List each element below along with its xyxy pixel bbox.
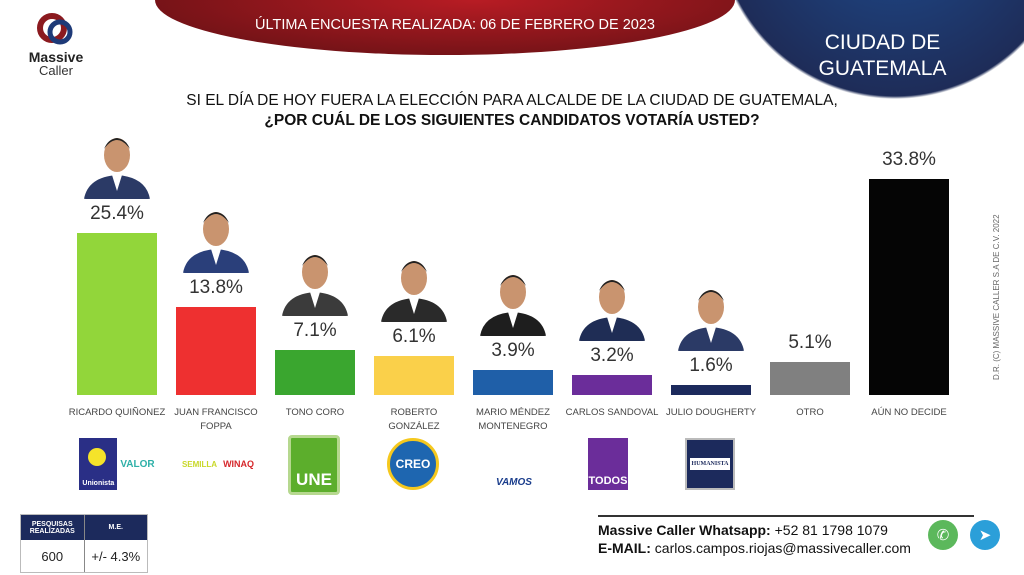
- bar: [176, 306, 256, 395]
- category-label: OTRO: [796, 407, 824, 418]
- bar: [275, 349, 355, 395]
- candidate-photo: [179, 202, 253, 273]
- data-label: 25.4%: [90, 202, 144, 224]
- candidate-photo: [476, 266, 550, 337]
- category-label: TONO CORO: [285, 407, 345, 418]
- category-label: JUAN FRANCISCO FOPPA: [174, 407, 258, 432]
- question-line-1: SI EL DÍA DE HOY FUERA LA ELECCIÓN PARA …: [186, 92, 838, 109]
- bar: [770, 362, 850, 395]
- category-label: AÚN NO DECIDE: [871, 407, 947, 418]
- party-name-unionista: Unionista: [82, 480, 115, 487]
- question-line-2: ¿POR CUÁL DE LOS SIGUIENTES CANDIDATOS V…: [264, 112, 760, 129]
- party-name-winaq: WINAQ: [223, 459, 255, 469]
- telegram-icon[interactable]: ➤: [970, 520, 1000, 550]
- whatsapp-number[interactable]: +52 81 1798 1079: [770, 522, 888, 538]
- party-logo-semilla-winaq: SEMILLA WINAQ: [182, 436, 254, 492]
- bar: [374, 356, 454, 395]
- bar: [572, 374, 652, 395]
- party-logo-une: UNE: [288, 435, 340, 495]
- massive-caller-logo: Massive Caller: [18, 12, 94, 77]
- category-label: JULIO DOUGHERTY: [665, 407, 757, 418]
- data-label: 3.9%: [491, 340, 535, 362]
- party-name-humanista: HUMANISTA: [689, 458, 731, 470]
- contact-info: Massive Caller Whatsapp: +52 81 1798 107…: [598, 515, 974, 557]
- logo-text: Massive: [28, 49, 84, 65]
- stats-surveys-value: 600: [21, 540, 85, 572]
- stats-margin-value: +/- 4.3%: [91, 548, 141, 564]
- data-label: 7.1%: [293, 319, 337, 341]
- data-label: 3.2%: [590, 344, 634, 366]
- data-label: 1.6%: [689, 354, 733, 376]
- bar: [77, 232, 157, 395]
- whatsapp-label: Massive Caller Whatsapp:: [598, 522, 771, 538]
- category-label: MARIO MÉNDEZ MONTENEGRO: [476, 407, 550, 432]
- email-address[interactable]: carlos.campos.riojas@massivecaller.com: [650, 540, 911, 556]
- email-label: E-MAIL:: [598, 540, 651, 556]
- bar: [869, 179, 949, 395]
- party-name-semilla: SEMILLA: [181, 459, 218, 469]
- party-logo-vamos: VAMOS: [496, 477, 532, 488]
- data-label: 6.1%: [392, 326, 436, 348]
- party-logo-unionista-valor: Unionista VALOR: [78, 436, 156, 492]
- stats-header-margin: M.E.: [108, 524, 123, 531]
- data-label: 33.8%: [882, 149, 936, 170]
- copyright: D.R. (C) MASSIVE CALLER S.A DE C.V. 2022: [992, 214, 1001, 380]
- bar: [473, 370, 553, 395]
- candidate-photo: [674, 280, 748, 351]
- category-label: CARLOS SANDOVAL: [565, 407, 659, 418]
- candidate-photo: [377, 252, 451, 323]
- party-logo-todos: TODOS: [588, 438, 628, 490]
- whatsapp-icon[interactable]: ✆: [928, 520, 958, 550]
- party-logo-creo: CREO: [387, 438, 439, 490]
- bar: [671, 384, 751, 395]
- data-label: 13.8%: [189, 276, 243, 298]
- candidate-photo: [278, 245, 352, 316]
- city-name: CIUDAD DE GUATEMALA: [818, 31, 947, 80]
- stats-header-surveys: PESQUISAS REALIZADAS: [21, 515, 85, 540]
- logo-text-2: Caller: [39, 63, 73, 78]
- party-logo-humanista: HUMANISTA: [685, 438, 735, 490]
- city-badge: [680, 0, 1024, 100]
- survey-date: ÚLTIMA ENCUESTA REALIZADA: 06 DE FEBRERO…: [255, 17, 655, 33]
- candidate-photo: [575, 270, 649, 341]
- category-label: RICARDO QUIÑONEZ: [68, 407, 166, 418]
- party-name-valor: VALOR: [120, 458, 155, 470]
- candidate-photo: [80, 128, 154, 199]
- survey-stats-table: PESQUISAS REALIZADAS M.E. 600 +/- 4.3%: [20, 514, 148, 573]
- category-label: ROBERTO GONZÁLEZ: [388, 407, 440, 432]
- logo-icon: [36, 12, 76, 48]
- data-label: 5.1%: [788, 332, 832, 354]
